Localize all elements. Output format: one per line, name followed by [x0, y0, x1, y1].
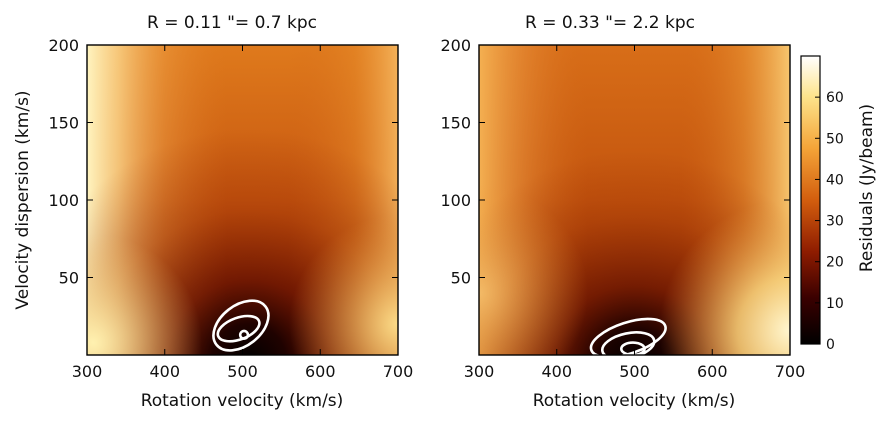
colorbar-label: Residuals (Jy/beam)	[857, 104, 877, 272]
y-tick-label: 50	[451, 269, 471, 288]
right-heatmap	[479, 45, 790, 355]
x-tick-label: 600	[697, 362, 728, 381]
colorbar-gradient	[801, 56, 820, 344]
y-tick-label: 150	[48, 114, 79, 133]
colorbar-tick-label: 30	[826, 214, 844, 230]
y-tick-label: 200	[48, 36, 79, 55]
x-tick-label: 500	[227, 362, 258, 381]
left-contours	[212, 299, 270, 352]
x-tick-label: 300	[72, 362, 103, 381]
x-tick-label: 700	[383, 362, 414, 381]
left-ticks: 300 400 500 600 700 50 100 150 200	[48, 36, 413, 381]
y-tick-label: 100	[440, 191, 471, 210]
contour-level-1	[589, 317, 667, 355]
y-tick-label: 100	[48, 191, 79, 210]
right-title: R = 0.33 "= 2.2 kpc	[525, 13, 695, 33]
right-panel: 300 400 500 600 700 50 100 150 200 R = 0.33 "= 2…	[440, 13, 805, 411]
colorbar-tick-label: 50	[826, 131, 844, 147]
colorbar-tick-label: 20	[826, 255, 844, 271]
colorbar-ticks: 0 10 20 30 40 50 60	[815, 90, 844, 353]
contour-level-2	[600, 331, 656, 355]
contour-level-1	[212, 299, 270, 352]
x-tick-label: 600	[305, 362, 336, 381]
right-x-axis-label: Rotation velocity (km/s)	[533, 391, 736, 411]
left-heatmap	[87, 45, 398, 355]
colorbar-tick-label: 40	[826, 172, 844, 188]
colorbar-tick-label: 60	[826, 90, 844, 106]
contour-level-3	[238, 329, 250, 341]
left-panel: 300 400 500 600 700 50 100 150 200 R = 0.11 "= 0…	[13, 13, 413, 411]
left-title: R = 0.11 "= 0.7 kpc	[147, 13, 317, 33]
x-tick-label: 400	[541, 362, 572, 381]
left-x-axis-label: Rotation velocity (km/s)	[141, 391, 344, 411]
left-y-axis-label: Velocity dispersion (km/s)	[13, 90, 33, 309]
y-tick-label: 50	[59, 269, 79, 288]
y-tick-label: 150	[440, 114, 471, 133]
colorbar-tick-label: 10	[826, 296, 844, 312]
colorbar-frame	[800, 55, 821, 345]
x-tick-label: 400	[149, 362, 180, 381]
x-tick-label: 300	[464, 362, 495, 381]
colorbar: 0 10 20 30 40 50 60 Residuals (Jy/beam)	[800, 55, 877, 353]
right-ticks: 300 400 500 600 700 50 100 150 200	[440, 36, 805, 381]
x-tick-label: 700	[775, 362, 806, 381]
colorbar-tick-label: 0	[826, 337, 835, 353]
x-tick-label: 500	[619, 362, 650, 381]
y-tick-label: 200	[440, 36, 471, 55]
